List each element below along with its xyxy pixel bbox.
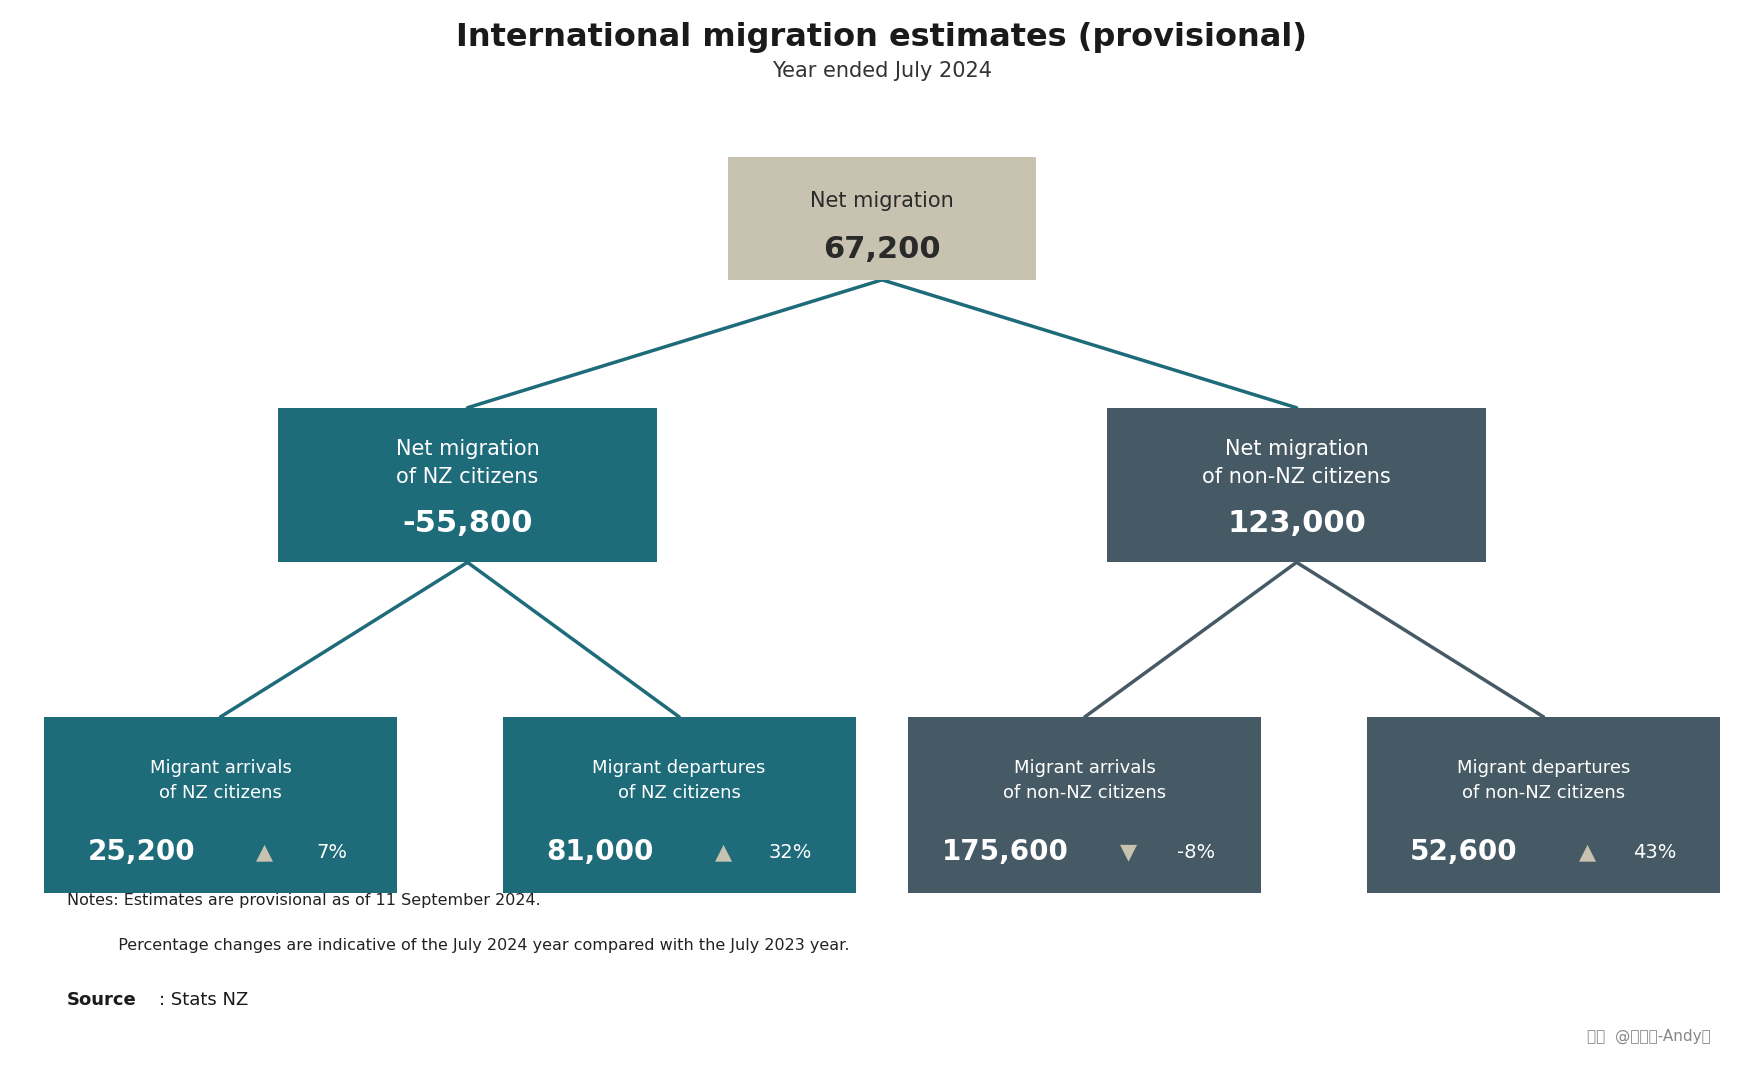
Text: Source: Source (67, 991, 138, 1008)
FancyBboxPatch shape (727, 157, 1035, 279)
Text: ▼: ▼ (1120, 842, 1138, 862)
Text: Percentage changes are indicative of the July 2024 year compared with the July 2: Percentage changes are indicative of the… (67, 938, 850, 953)
FancyBboxPatch shape (1367, 716, 1720, 893)
Text: 175,600: 175,600 (942, 838, 1069, 867)
Text: 67,200: 67,200 (824, 235, 940, 263)
Text: Net migration
of non-NZ citizens: Net migration of non-NZ citizens (1201, 439, 1392, 487)
FancyBboxPatch shape (279, 407, 658, 563)
Text: ▲: ▲ (714, 842, 732, 862)
FancyBboxPatch shape (1108, 407, 1485, 563)
Text: 43%: 43% (1633, 843, 1676, 861)
Text: -8%: -8% (1177, 843, 1215, 861)
Text: Migrant arrivals
of NZ citizens: Migrant arrivals of NZ citizens (150, 759, 291, 802)
Text: Net migration
of NZ citizens: Net migration of NZ citizens (395, 439, 540, 487)
Text: 52,600: 52,600 (1409, 838, 1519, 867)
Text: Migrant departures
of NZ citizens: Migrant departures of NZ citizens (593, 759, 766, 802)
Text: Year ended July 2024: Year ended July 2024 (773, 62, 991, 81)
Text: 32%: 32% (769, 843, 811, 861)
Text: 微博  @新西兰-Andy哥: 微博 @新西兰-Andy哥 (1588, 1029, 1711, 1044)
Text: International migration estimates (provisional): International migration estimates (provi… (457, 21, 1307, 53)
Text: 123,000: 123,000 (1228, 510, 1365, 538)
Text: -55,800: -55,800 (402, 510, 533, 538)
Text: Notes: Estimates are provisional as of 11 September 2024.: Notes: Estimates are provisional as of 1… (67, 893, 542, 908)
Text: Migrant departures
of non-NZ citizens: Migrant departures of non-NZ citizens (1457, 759, 1630, 802)
Text: 81,000: 81,000 (547, 838, 653, 867)
Text: Net migration: Net migration (810, 192, 954, 211)
Text: : Stats NZ: : Stats NZ (159, 991, 249, 1008)
Text: ▲: ▲ (1579, 842, 1596, 862)
FancyBboxPatch shape (908, 716, 1261, 893)
FancyBboxPatch shape (44, 716, 397, 893)
Text: ▲: ▲ (256, 842, 273, 862)
Text: 7%: 7% (316, 843, 348, 861)
FancyBboxPatch shape (503, 716, 856, 893)
Text: 25,200: 25,200 (86, 838, 196, 867)
Text: Migrant arrivals
of non-NZ citizens: Migrant arrivals of non-NZ citizens (1004, 759, 1166, 802)
